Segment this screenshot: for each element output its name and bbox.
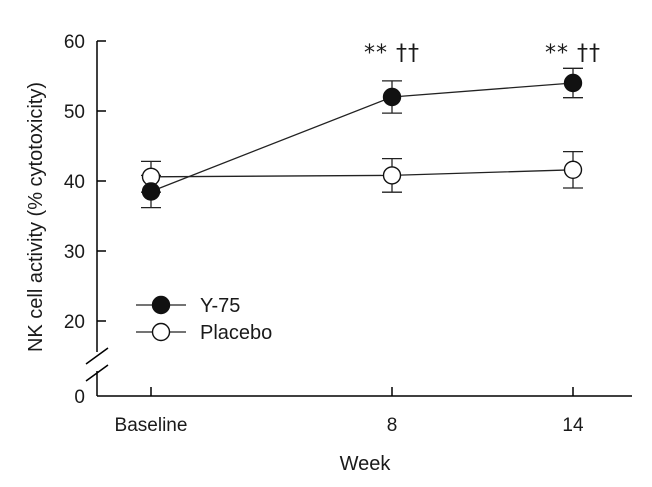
y-tick-label: 20 xyxy=(64,312,85,333)
y-tick-label: 40 xyxy=(64,172,85,193)
significance-annotation: ** †† xyxy=(364,41,420,66)
legend-marker xyxy=(151,295,171,315)
y75-point xyxy=(563,73,583,93)
placebo-point xyxy=(563,160,583,180)
y-tick-label: 0 xyxy=(74,387,85,408)
legend-marker xyxy=(151,322,171,342)
x-axis-title: Week xyxy=(340,453,392,475)
legend: Y-75 Placebo xyxy=(136,295,272,344)
y75-point xyxy=(382,87,402,107)
legend-label: Y-75 xyxy=(200,295,240,317)
series-layer xyxy=(141,67,583,209)
series-line-placebo xyxy=(150,169,574,178)
x-tick-label: 14 xyxy=(562,415,584,436)
y-tick-label: 60 xyxy=(64,32,85,53)
x-tick-label: 8 xyxy=(387,415,398,436)
y-axis-title: NK cell activity (% cytotoxicity) xyxy=(25,82,47,352)
y75-point xyxy=(141,182,161,201)
legend-label: Placebo xyxy=(200,322,272,344)
axes xyxy=(85,41,632,397)
y-axis-break-mark-lower xyxy=(85,364,109,382)
placebo-point xyxy=(382,166,402,185)
annotations: ** †† ** †† xyxy=(364,41,601,66)
y-ticks: 0 20 30 40 50 60 xyxy=(64,32,106,408)
y-axis-break-mark-upper xyxy=(85,347,109,365)
x-ticks: Baseline 8 14 xyxy=(115,387,584,436)
significance-annotation: ** †† xyxy=(545,41,601,66)
x-tick-label: Baseline xyxy=(115,415,188,436)
y-tick-label: 50 xyxy=(64,102,85,123)
y-tick-label: 30 xyxy=(64,242,85,263)
